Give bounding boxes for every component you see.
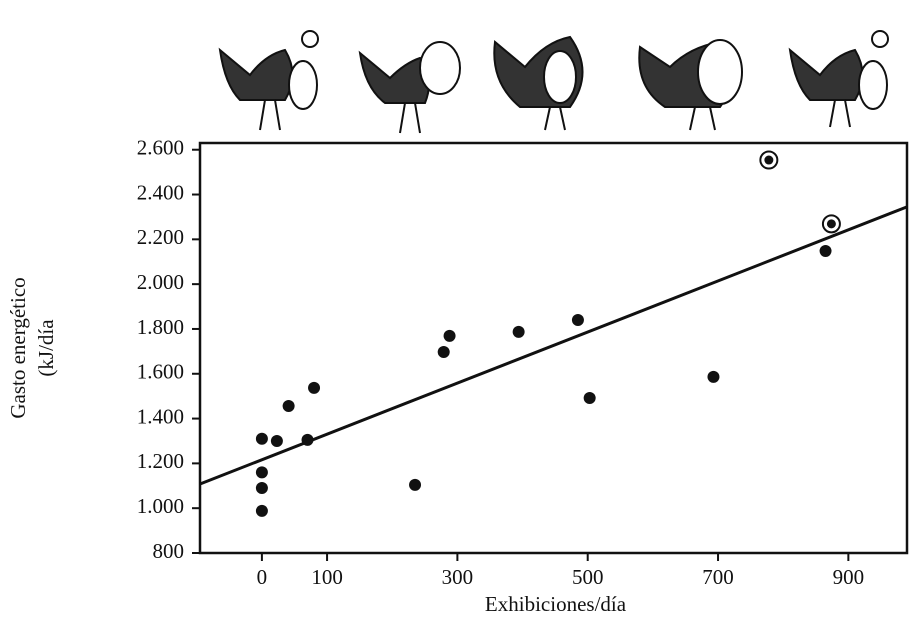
plot-frame [198, 141, 909, 555]
y-axis-label: Gasto energético [6, 277, 30, 418]
data-point [255, 466, 268, 479]
data-point [255, 504, 268, 517]
y-tick-label: 1.600 [137, 360, 184, 384]
circled-point [764, 155, 774, 165]
y-tick-label: 2.400 [137, 180, 184, 204]
bird-illustration [638, 39, 743, 131]
bird-illustration [218, 30, 319, 131]
bird-illustration [788, 30, 889, 128]
data-point [512, 325, 525, 338]
circled-point [826, 219, 836, 229]
bird-illustrations [218, 30, 889, 134]
x-tick-label: 700 [702, 565, 734, 589]
bird-illustration [358, 41, 461, 134]
x-tick-label: 300 [442, 565, 474, 589]
data-point [571, 313, 584, 326]
y-tick-label: 1.400 [137, 404, 184, 428]
data-point [409, 478, 422, 491]
data-point [270, 434, 283, 447]
y-tick-label: 800 [153, 539, 185, 563]
data-point [583, 391, 596, 404]
x-tick-label: 0 [257, 565, 268, 589]
y-axis-label: (kJ/día [34, 319, 58, 377]
x-tick-label: 900 [833, 565, 865, 589]
y-tick-label: 1.800 [137, 315, 184, 339]
y-tick-label: 1.200 [137, 449, 184, 473]
x-tick-label: 500 [572, 565, 604, 589]
y-tick-label: 2.000 [137, 270, 184, 294]
data-point [282, 400, 295, 413]
data-point [308, 381, 321, 394]
data-point [437, 346, 450, 359]
data-point [707, 370, 720, 383]
x-tick-label: 100 [311, 565, 343, 589]
y-tick-label: 2.600 [137, 136, 184, 160]
bird-illustration [493, 35, 584, 131]
x-axis-label: Exhibiciones/día [485, 592, 627, 616]
y-tick-label: 2.200 [137, 225, 184, 249]
data-point [255, 482, 268, 495]
data-point [443, 329, 456, 342]
regression-line [199, 205, 908, 486]
y-tick-label: 1.000 [137, 494, 184, 518]
data-point [819, 244, 832, 257]
data-point [255, 432, 268, 445]
data-point [301, 433, 314, 446]
